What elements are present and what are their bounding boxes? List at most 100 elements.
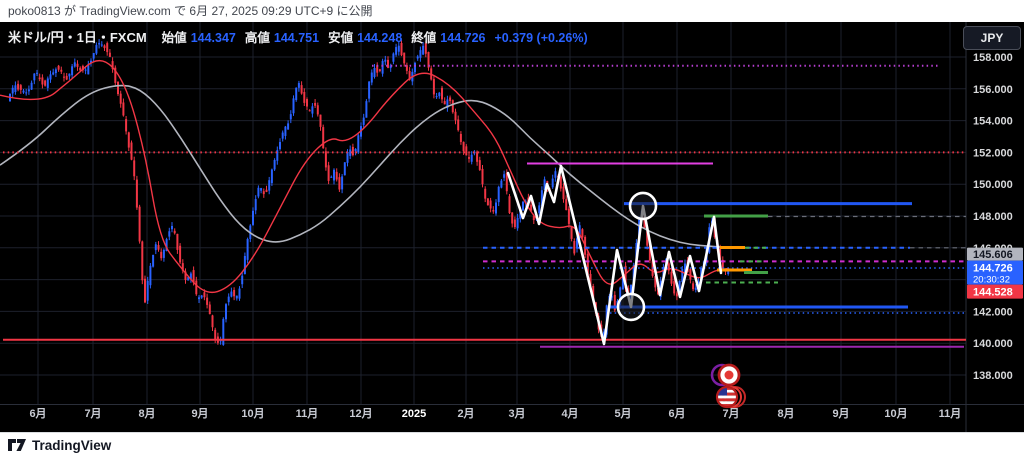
candle-body bbox=[287, 123, 290, 130]
candle-body bbox=[673, 281, 676, 294]
candle-body bbox=[133, 160, 136, 177]
candle-body bbox=[54, 69, 57, 74]
candle-body bbox=[476, 151, 479, 162]
candle-body bbox=[273, 159, 276, 170]
time-tick-label[interactable]: 12月 bbox=[349, 407, 372, 420]
price-tick-label: 138.000 bbox=[973, 370, 1013, 382]
candle-body bbox=[292, 98, 295, 114]
us-flag-stripe bbox=[717, 398, 737, 402]
candle-body bbox=[260, 188, 263, 191]
wave-marker-high[interactable] bbox=[628, 191, 658, 221]
candle-body bbox=[376, 65, 379, 73]
candle-body bbox=[90, 60, 92, 64]
time-tick-label[interactable]: 8月 bbox=[777, 407, 794, 420]
candle-body bbox=[419, 50, 422, 58]
time-tick-label[interactable]: 10月 bbox=[884, 407, 907, 420]
elliott-wave-drawing[interactable] bbox=[506, 164, 723, 346]
candle-body bbox=[462, 141, 465, 152]
time-tick-label[interactable]: 11月 bbox=[296, 407, 319, 420]
candlestick-series bbox=[9, 39, 730, 346]
candle-body bbox=[168, 231, 171, 237]
candle-body bbox=[87, 64, 90, 75]
candle-body bbox=[222, 319, 225, 345]
candle-body bbox=[468, 157, 470, 159]
candle-body bbox=[481, 168, 484, 185]
time-tick-label[interactable]: 9月 bbox=[832, 407, 849, 420]
time-tick-label[interactable]: 2月 bbox=[457, 407, 474, 420]
time-tick-label[interactable]: 6月 bbox=[668, 407, 685, 420]
close-value: 144.726 bbox=[440, 31, 486, 45]
japan-flag-icon[interactable] bbox=[710, 363, 741, 387]
candle-body bbox=[65, 75, 68, 80]
time-tick-label[interactable]: 8月 bbox=[138, 407, 155, 420]
currency-toggle-button[interactable]: JPY bbox=[963, 26, 1021, 50]
candle-body bbox=[300, 85, 303, 94]
wave-marker-low[interactable] bbox=[616, 292, 646, 322]
price-chart-canvas[interactable]: 158.000 156.000 154.000 152.000 150.000 148.0… bbox=[0, 22, 1024, 432]
candle-body bbox=[414, 62, 416, 73]
price-tick-label: 154.000 bbox=[973, 116, 1013, 128]
candle-body bbox=[211, 315, 214, 328]
candle-body bbox=[270, 169, 273, 184]
candle-body bbox=[257, 187, 260, 197]
candle-body bbox=[333, 169, 335, 181]
candle-body bbox=[508, 196, 511, 214]
candle-body bbox=[84, 69, 87, 71]
red-moving-average bbox=[0, 59, 730, 294]
candle-body bbox=[122, 102, 125, 116]
chart-area[interactable]: 158.000 156.000 154.000 152.000 150.000 148.0… bbox=[0, 22, 1024, 432]
us-flag-bg bbox=[717, 387, 737, 407]
candle-body bbox=[397, 45, 400, 52]
candle-body bbox=[692, 283, 695, 290]
change-value: +0.379 (+0.26%) bbox=[494, 31, 588, 45]
candle-body bbox=[117, 81, 119, 95]
candle-body bbox=[108, 52, 111, 57]
time-tick-label[interactable]: 3月 bbox=[508, 407, 525, 420]
us-flag-canton bbox=[717, 387, 727, 396]
candle-body bbox=[160, 251, 163, 259]
candle-body bbox=[295, 87, 298, 101]
candle-body bbox=[495, 202, 497, 214]
candle-body bbox=[443, 101, 446, 105]
symbol-legend: 米ドル/円・1日・FXCM 始値 144.347 高値 144.751 安値 1… bbox=[8, 27, 588, 46]
time-tick-label[interactable]: 4月 bbox=[561, 407, 578, 420]
candle-body bbox=[365, 101, 368, 118]
time-tick-label[interactable]: 9月 bbox=[191, 407, 208, 420]
candle-body bbox=[71, 66, 74, 76]
candle-body bbox=[241, 275, 244, 285]
candle-body bbox=[505, 173, 508, 192]
candle-body bbox=[611, 296, 614, 298]
time-tick-label[interactable]: 10月 bbox=[241, 407, 264, 420]
candle-body bbox=[492, 210, 495, 212]
candle-body bbox=[179, 245, 182, 263]
gray-moving-average bbox=[0, 84, 732, 249]
us-flag-icon[interactable] bbox=[715, 385, 746, 409]
candle-body bbox=[289, 114, 292, 120]
candle-body bbox=[60, 69, 63, 72]
candle-body bbox=[184, 271, 187, 281]
candle-body bbox=[378, 69, 381, 71]
time-tick-label[interactable]: 7月 bbox=[84, 407, 101, 420]
time-tick-label[interactable]: 2025 bbox=[402, 408, 426, 420]
candle-body bbox=[538, 205, 541, 214]
candle-body bbox=[81, 65, 84, 71]
low-label: 安値 bbox=[328, 31, 354, 45]
current-price-badge-bg bbox=[967, 260, 1023, 285]
tradingview-brand-text[interactable]: TradingView bbox=[32, 437, 112, 453]
candle-body bbox=[392, 53, 395, 62]
candle-body bbox=[451, 100, 454, 113]
candle-body bbox=[103, 45, 106, 49]
time-tick-label[interactable]: 5月 bbox=[614, 407, 631, 420]
candle-body bbox=[630, 284, 632, 299]
candle-body bbox=[613, 294, 616, 311]
high-value: 144.751 bbox=[273, 31, 320, 45]
candle-body bbox=[368, 81, 371, 99]
countdown-timer: 20:30:32 bbox=[973, 275, 1010, 286]
time-tick-label[interactable]: 6月 bbox=[29, 407, 46, 420]
candle-body bbox=[592, 285, 595, 299]
time-tick-label[interactable]: 11月 bbox=[939, 407, 962, 420]
tradingview-logo-icon[interactable] bbox=[8, 438, 26, 452]
time-tick-label[interactable]: 7月 bbox=[722, 407, 739, 420]
candle-body bbox=[678, 280, 681, 296]
